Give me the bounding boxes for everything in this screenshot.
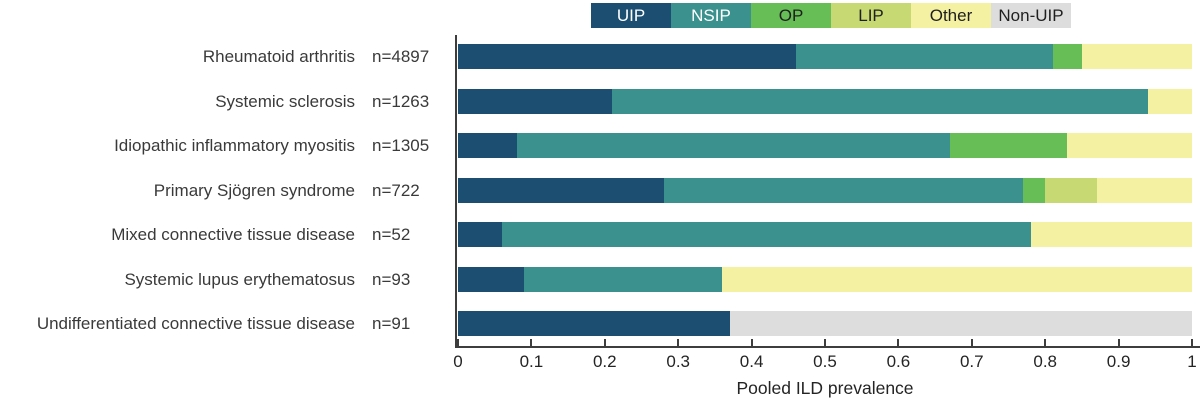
- x-axis-tick-label: 0.1: [519, 352, 544, 371]
- bar-segment-nsip: [663, 177, 1024, 203]
- row-n-label: n=93: [372, 269, 411, 289]
- bar-segment-other: [1147, 88, 1192, 114]
- bar-segment-op: [1023, 177, 1046, 203]
- chart-row: Undifferentiated connective tissue disea…: [0, 311, 1200, 336]
- row-label: Mixed connective tissue disease: [111, 225, 355, 244]
- x-axis-tick: [1191, 339, 1193, 346]
- x-axis-tick-label: 0.6: [886, 352, 911, 371]
- legend-item-lip: LIP: [831, 3, 911, 28]
- stacked-bar: [458, 88, 1192, 114]
- chart-row: Systemic lupus erythematosus n=93: [0, 266, 1200, 292]
- row-n-label: n=1263: [372, 91, 430, 111]
- chart-row: Systemic sclerosis n=1263: [0, 88, 1200, 114]
- bar-segment-other: [1067, 133, 1192, 158]
- stacked-bar: [458, 44, 1192, 69]
- x-axis-tick: [530, 339, 533, 346]
- bar-segment-nsip: [795, 44, 1053, 69]
- row-n-label: n=52: [372, 225, 411, 244]
- legend-item-uip: UIP: [591, 3, 671, 28]
- chart-row: Mixed connective tissue disease n=52: [0, 222, 1200, 247]
- bar-segment-other: [1030, 222, 1192, 247]
- stacked-bar: [458, 177, 1192, 203]
- row-n-label: n=91: [372, 314, 411, 333]
- x-axis-tick: [970, 339, 973, 346]
- chart-row: Primary Sjögren syndrome n=722: [0, 177, 1200, 203]
- x-axis-tick: [677, 339, 680, 346]
- legend-item-non-uip: Non-UIP: [991, 3, 1071, 28]
- row-n-label: n=1305: [372, 136, 430, 155]
- bar-segment-other: [1096, 177, 1192, 203]
- legend: UIP NSIP OP LIP Other Non-UIP: [591, 3, 1071, 28]
- bar-segment-uip: [458, 177, 664, 203]
- x-axis-tick-label: 0.5: [813, 352, 837, 371]
- bar-segment-op: [1052, 44, 1082, 69]
- x-axis-tick-label: 0: [453, 352, 463, 371]
- bar-segment-other: [1081, 44, 1192, 69]
- stacked-bar: [458, 311, 1192, 336]
- chart-row: Idiopathic inflammatory myositis n=1305: [0, 133, 1200, 158]
- stacked-bar: [458, 266, 1192, 292]
- x-axis-tick: [457, 339, 459, 346]
- row-n-label: n=4897: [372, 47, 430, 66]
- row-label: Systemic lupus erythematosus: [124, 269, 355, 289]
- x-axis-tick-label: 0.4: [739, 352, 764, 371]
- x-axis-tick: [1117, 339, 1120, 346]
- x-axis-tick: [897, 339, 900, 346]
- row-n-label: n=722: [372, 180, 420, 200]
- x-axis-tick: [824, 339, 826, 346]
- bar-segment-lip: [1045, 177, 1097, 203]
- legend-item-other: Other: [911, 3, 991, 28]
- x-axis-tick: [1044, 339, 1047, 346]
- bar-segment-uip: [458, 44, 796, 69]
- legend-item-nsip: NSIP: [671, 3, 751, 28]
- bar-segment-uip: [458, 88, 613, 114]
- x-axis-tick-label: 0.7: [959, 352, 984, 371]
- x-axis-tick-label: 0.2: [592, 352, 617, 371]
- row-label: Systemic sclerosis: [215, 91, 355, 111]
- row-label: Rheumatoid arthritis: [202, 47, 355, 66]
- x-axis-title: Pooled ILD prevalence: [736, 378, 914, 398]
- stacked-bar: [458, 133, 1192, 158]
- row-label: Undifferentiated connective tissue disea…: [36, 314, 355, 333]
- bar-segment-other: [722, 266, 1192, 292]
- x-axis-line: [455, 346, 1200, 348]
- bar-segment-uip: [458, 222, 503, 247]
- bar-segment-nsip: [502, 222, 1031, 247]
- legend-item-op: OP: [751, 3, 831, 28]
- bar-segment-nsip: [524, 266, 723, 292]
- x-axis-tick-label: 0.8: [1033, 352, 1057, 371]
- bar-segment-uip: [458, 311, 730, 336]
- bar-segment-nsip: [516, 133, 950, 158]
- x-axis-tick: [750, 339, 753, 346]
- bar-segment-op: [949, 133, 1068, 158]
- row-label: Primary Sjögren syndrome: [153, 180, 355, 200]
- x-axis-tick-label: 0.3: [666, 352, 690, 371]
- y-axis-line: [455, 35, 457, 348]
- x-axis-tick-label: 0.9: [1106, 352, 1131, 371]
- bar-segment-uip: [458, 133, 517, 158]
- chart-row: Rheumatoid arthritis n=4897: [0, 44, 1200, 69]
- bar-segment-non-uip: [729, 311, 1192, 336]
- row-label: Idiopathic inflammatory myositis: [114, 136, 355, 155]
- bar-segment-uip: [458, 266, 525, 292]
- x-axis-tick: [603, 339, 606, 346]
- stacked-bar: [458, 222, 1192, 247]
- x-axis-tick-label: 1: [1187, 352, 1197, 371]
- bar-segment-nsip: [612, 88, 1148, 114]
